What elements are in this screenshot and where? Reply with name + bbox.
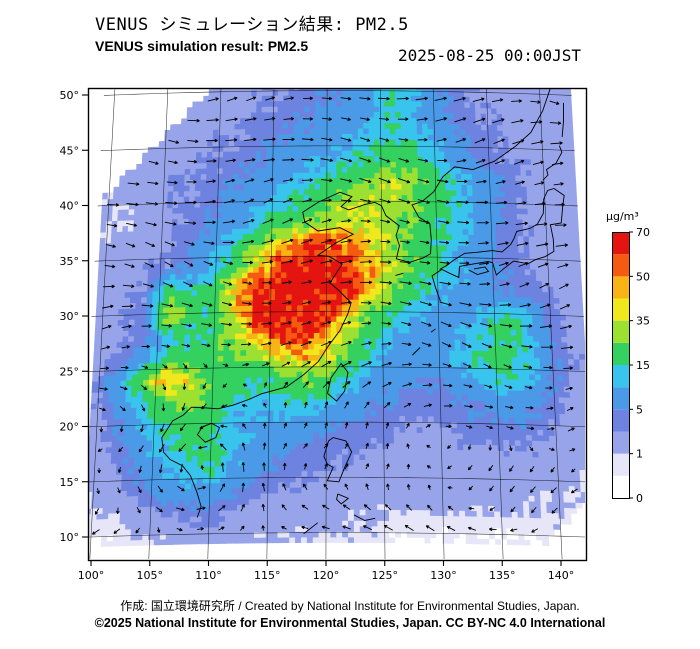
- timestamp-label: 2025-08-25 00:00JST: [398, 46, 582, 65]
- copyright-line: ©2025 National Institute for Environment…: [94, 616, 606, 630]
- page-title-japanese: VENUS シミュレーション結果: PM2.5: [95, 15, 409, 35]
- credit-line: 作成: 国立環境研究所 / Created by National Instit…: [120, 599, 580, 613]
- page-title-english: VENUS simulation result: PM2.5: [95, 38, 309, 54]
